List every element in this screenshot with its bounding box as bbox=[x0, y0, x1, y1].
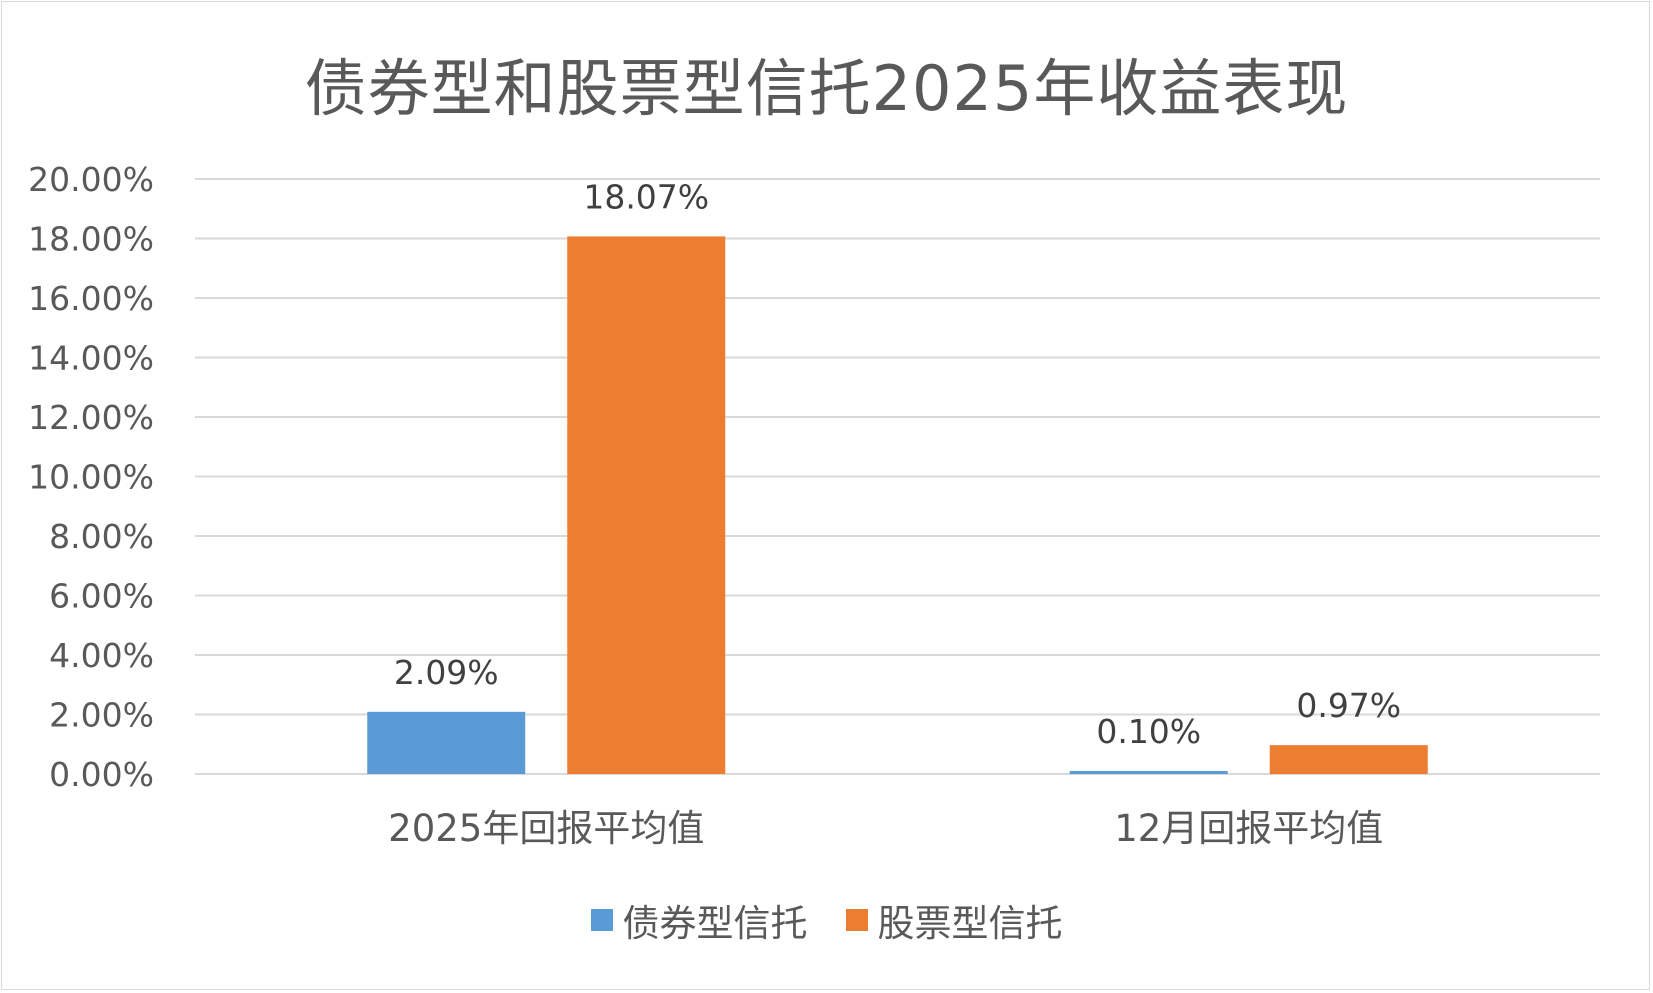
legend-label: 债券型信托 bbox=[622, 902, 808, 945]
chart-title: 债券型和股票型信托2025年收益表现 bbox=[304, 52, 1349, 125]
y-tick-label: 20.00% bbox=[28, 160, 154, 199]
y-tick-label: 2.00% bbox=[49, 696, 154, 735]
data-label: 18.07% bbox=[583, 177, 709, 216]
y-tick-label: 14.00% bbox=[28, 339, 154, 378]
data-label: 2.09% bbox=[394, 653, 499, 692]
data-labels: 2.09% 18.07% 0.10% 0.97% bbox=[394, 177, 1401, 751]
y-tick-label: 8.00% bbox=[49, 517, 154, 556]
x-axis: 2025年回报平均值 12月回报平均值 bbox=[388, 807, 1383, 850]
y-tick-label: 18.00% bbox=[28, 220, 154, 259]
legend-swatch bbox=[590, 909, 613, 931]
bar-1-1 bbox=[367, 711, 526, 774]
x-category-label: 2025年回报平均值 bbox=[388, 807, 704, 850]
bar-2-1 bbox=[567, 236, 726, 775]
bar-1-2 bbox=[1069, 771, 1228, 774]
y-tick-label: 10.00% bbox=[28, 458, 154, 497]
bar-2-2 bbox=[1269, 745, 1428, 774]
y-tick-label: 6.00% bbox=[49, 577, 154, 616]
legend-label: 股票型信托 bbox=[877, 902, 1063, 945]
gridlines bbox=[195, 178, 1600, 775]
y-tick-label: 0.00% bbox=[49, 755, 154, 794]
bars bbox=[367, 236, 1428, 775]
legend-item: 债券型信托 bbox=[590, 893, 808, 947]
legend: 债券型信托 股票型信托 bbox=[0, 893, 1653, 947]
y-tick-label: 4.00% bbox=[49, 636, 154, 675]
x-category-label: 12月回报平均值 bbox=[1114, 807, 1383, 850]
legend-swatch bbox=[845, 909, 868, 931]
legend-item: 股票型信托 bbox=[845, 893, 1063, 947]
data-label: 0.10% bbox=[1096, 712, 1201, 751]
y-tick-label: 12.00% bbox=[28, 398, 154, 437]
y-tick-label: 16.00% bbox=[28, 279, 154, 318]
data-label: 0.97% bbox=[1296, 686, 1401, 725]
y-axis: 0.00% 2.00% 4.00% 6.00% 8.00% 10.00% 12.00% 14.… bbox=[28, 160, 154, 794]
